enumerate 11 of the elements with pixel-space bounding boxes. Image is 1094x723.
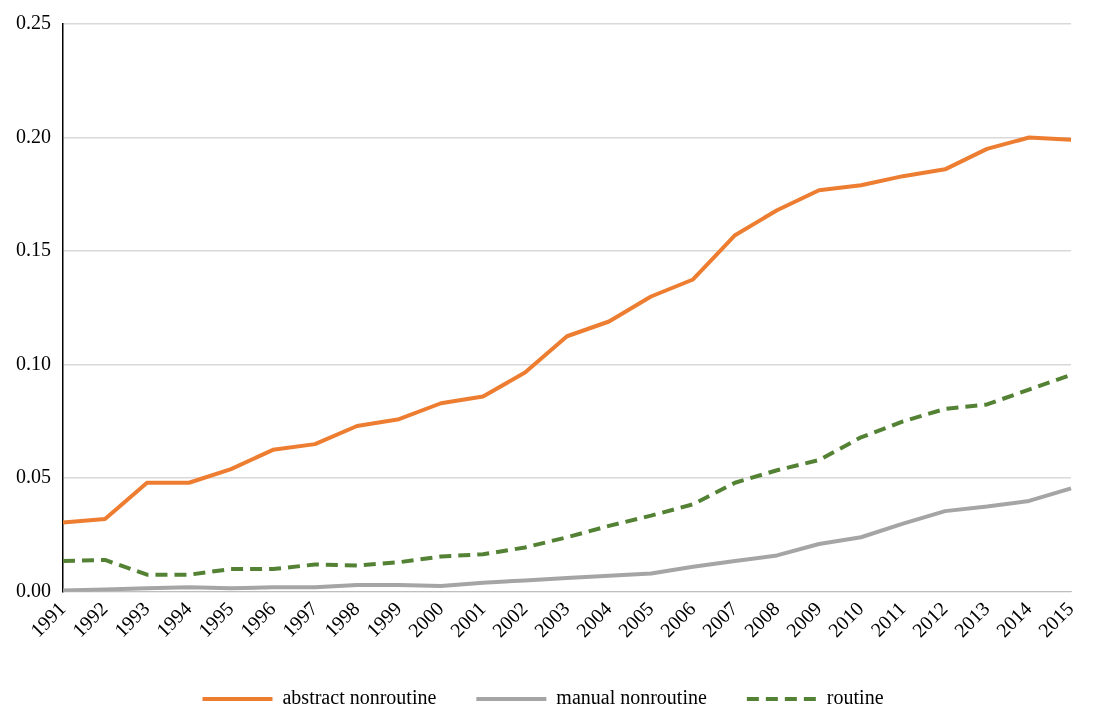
x-tick-label: 1999 [361, 597, 406, 642]
y-tick-label: 0.25 [16, 11, 51, 34]
y-tick-label: 0.05 [16, 465, 51, 488]
x-tick-label: 2011 [866, 597, 910, 641]
legend-label: routine [826, 686, 884, 709]
legend-label: manual nonroutine [556, 686, 707, 709]
x-tick-label: 1992 [67, 597, 112, 642]
y-tick-label: 0.20 [16, 124, 51, 147]
y-tick-label: 0.10 [16, 351, 51, 374]
legend-label: abstract nonroutine [282, 686, 437, 709]
y-tick-label: 0.15 [16, 238, 51, 261]
